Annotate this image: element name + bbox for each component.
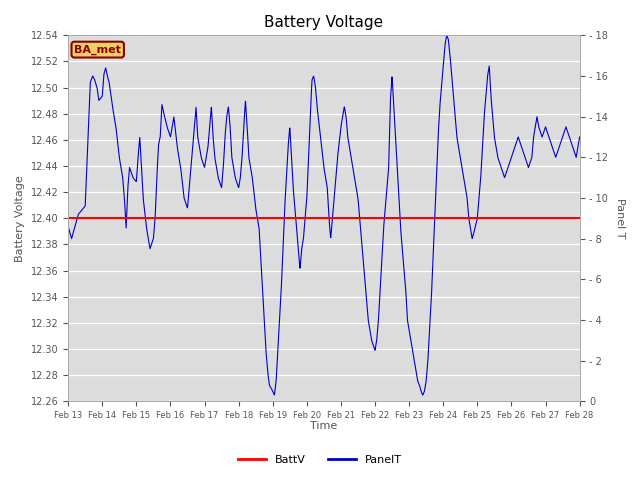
X-axis label: Time: Time bbox=[310, 421, 337, 432]
Title: Battery Voltage: Battery Voltage bbox=[264, 15, 383, 30]
Text: BA_met: BA_met bbox=[74, 45, 121, 55]
Y-axis label: Panel T: Panel T bbox=[615, 198, 625, 239]
Legend: BattV, PanelT: BattV, PanelT bbox=[234, 451, 406, 469]
Y-axis label: Battery Voltage: Battery Voltage bbox=[15, 175, 25, 262]
